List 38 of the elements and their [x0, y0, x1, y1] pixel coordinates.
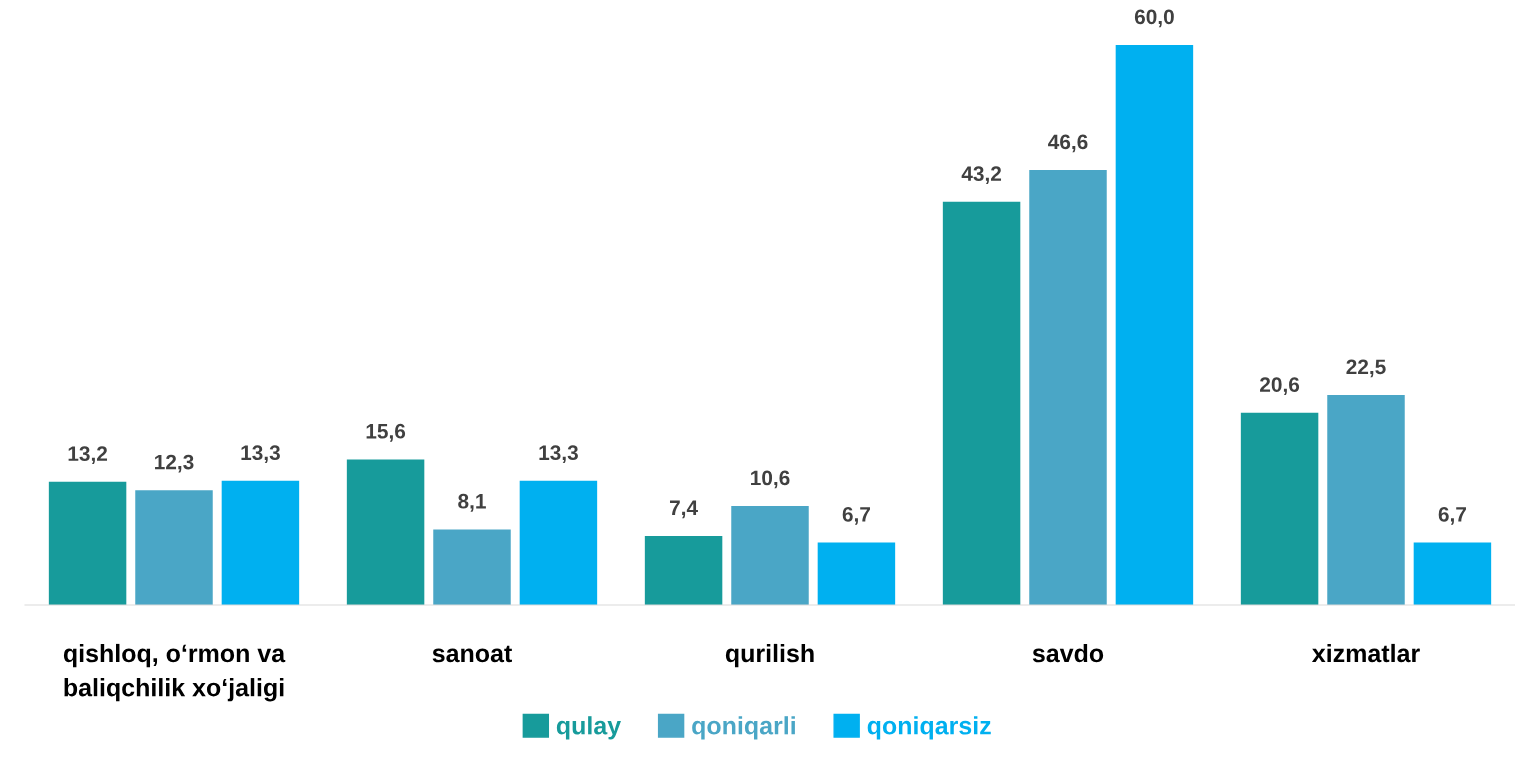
x-tick-label: savdo: [1032, 643, 1104, 663]
bar: [1115, 45, 1194, 605]
data-label: 13,2: [68, 446, 108, 465]
legend-label: qoniqarsiz: [867, 716, 991, 740]
data-label: 12,3: [155, 454, 194, 473]
data-label: 15,6: [366, 423, 406, 442]
data-label: 43,2: [961, 166, 1002, 185]
data-label: 20,6: [1260, 377, 1300, 395]
x-tick-label: qurilish: [725, 643, 814, 668]
legend-label: qoniqarli: [692, 716, 795, 740]
legend-label: qulay: [556, 716, 621, 740]
data-label: 7,4: [670, 500, 698, 519]
data-label: 60,0: [1134, 9, 1174, 28]
data-label: 13,3: [241, 445, 280, 464]
data-label: 22,5: [1346, 359, 1386, 378]
bar: [48, 481, 127, 605]
bar: [1327, 395, 1405, 605]
data-label: 6,7: [842, 506, 870, 525]
data-label: 13,3: [539, 445, 578, 464]
data-label: 10,6: [751, 470, 790, 489]
bar: [135, 490, 213, 605]
bar: [519, 480, 598, 605]
bar: [942, 201, 1021, 605]
bar: [1240, 412, 1319, 605]
bar: [731, 506, 809, 605]
bar: [433, 529, 511, 605]
bar: [221, 480, 300, 605]
x-tick-label: qishloq, o‘rmon va baliqchilik xo‘jaligi: [63, 643, 286, 702]
bar: [1413, 542, 1492, 605]
data-label: 6,7: [1438, 506, 1466, 525]
x-tick-label: sanoat: [432, 645, 512, 663]
x-tick-label: xizmatlar: [1311, 643, 1420, 663]
bar: [1029, 170, 1107, 605]
bar: [644, 535, 723, 605]
data-label: 8,1: [458, 493, 486, 512]
bar: [817, 542, 896, 605]
bar: [346, 459, 425, 605]
data-label: 46,6: [1048, 134, 1088, 153]
